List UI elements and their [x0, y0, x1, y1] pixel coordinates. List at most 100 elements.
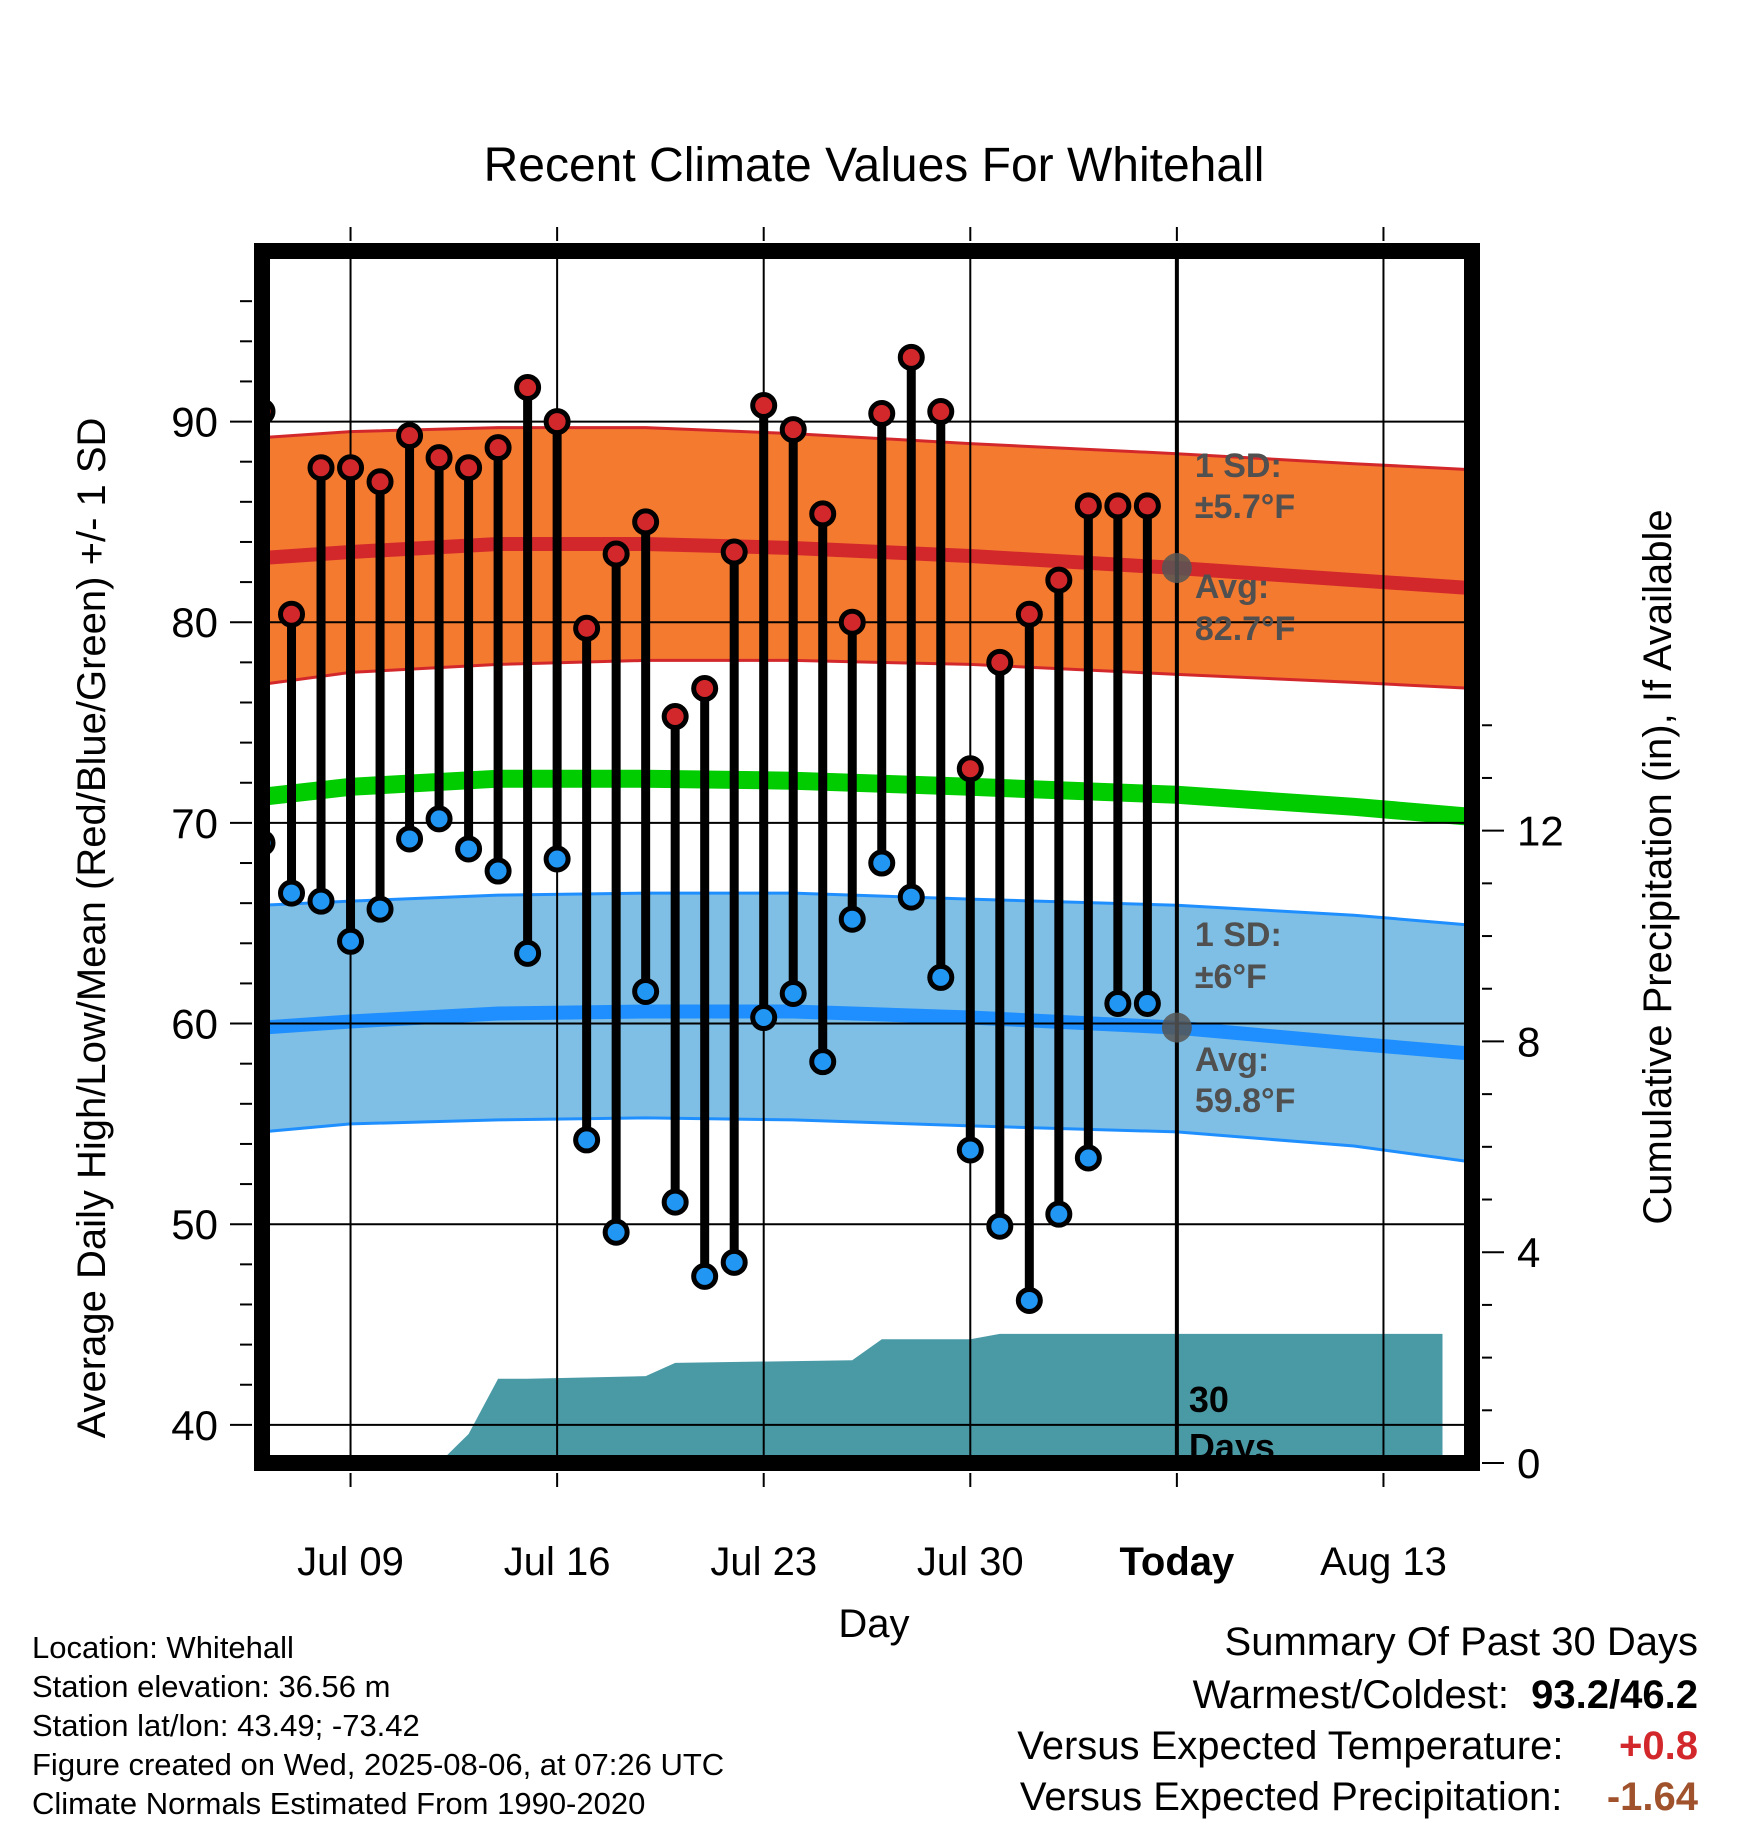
high-sd-annotation-value: ±5.7°F [1195, 488, 1295, 526]
daily-low-point [661, 1188, 689, 1216]
daily-high-point [484, 434, 512, 462]
high-avg-annotation-value: 82.7°F [1195, 610, 1296, 648]
normal-low-line [262, 1004, 1472, 1061]
daily-low-point [986, 1212, 1014, 1240]
daily-high-point [632, 508, 660, 536]
daily-high-point [396, 422, 424, 450]
low-avg-annotation-value: 59.8°F [1195, 1082, 1296, 1120]
daily-high-point [779, 416, 807, 444]
daily-low-point [691, 1262, 719, 1290]
daily-high-point [956, 755, 984, 783]
summary-precipitation: Versus Expected Precipitation: -1.64 [1020, 1775, 1698, 1820]
daily-low-point [779, 979, 807, 1007]
daily-low-point [602, 1218, 630, 1246]
footer-location: Location: Whitehall [32, 1630, 294, 1665]
daily-high-point [307, 454, 335, 482]
daily-high-point [1133, 492, 1161, 520]
x-tick-label: Aug 13 [1320, 1540, 1447, 1584]
y-tick-label: 70 [171, 800, 218, 847]
precip-window-label-number: 30 [1189, 1379, 1229, 1420]
daily-low-point [337, 927, 365, 955]
daily-low-point [1104, 989, 1132, 1017]
daily-low-point [838, 905, 866, 933]
footer-created: Figure created on Wed, 2025-08-06, at 07… [32, 1747, 725, 1782]
summary-warmest-coldest-value: 93.2/46.2 [1531, 1673, 1698, 1717]
summary-title: Summary Of Past 30 Days [1224, 1620, 1698, 1664]
low-sd-annotation-title: 1 SD: [1195, 916, 1282, 954]
daily-low-point [543, 845, 571, 873]
daily-high-point [661, 703, 689, 731]
daily-low-point [573, 1126, 601, 1154]
daily-high-point [838, 608, 866, 636]
daily-high-point [986, 648, 1014, 676]
daily-high-point [1015, 600, 1043, 628]
x-tick-label: Jul 16 [504, 1540, 611, 1584]
x-tick-label: Jul 30 [917, 1540, 1024, 1584]
chart-title: Recent Climate Values For Whitehall [484, 139, 1265, 192]
daily-low-point [1074, 1144, 1102, 1172]
daily-low-point [396, 825, 424, 853]
daily-high-point [455, 454, 483, 482]
daily-high-point [1045, 566, 1073, 594]
daily-high-point [278, 600, 306, 628]
footer-normals: Climate Normals Estimated From 1990-2020 [32, 1786, 646, 1821]
summary-temp-label: Versus Expected Temperature: [1017, 1724, 1564, 1768]
y-tick-label: 80 [171, 599, 218, 646]
daily-low-point [750, 1004, 778, 1032]
y2-axis-label: Cumulative Precipitation (in), If Availa… [1636, 509, 1680, 1224]
daily-high-point [543, 408, 571, 436]
footer-latlon: Station lat/lon: 43.49; -73.42 [32, 1708, 420, 1743]
y2-tick-label: 4 [1517, 1229, 1540, 1276]
plot-frame [254, 243, 1480, 1471]
daily-low-point [455, 835, 483, 863]
daily-high-point [1074, 492, 1102, 520]
daily-low-point [868, 849, 896, 877]
daily-low-point [927, 963, 955, 991]
daily-high-point [897, 343, 925, 371]
daily-high-point [337, 454, 365, 482]
summary-temperature: Versus Expected Temperature: +0.8 [1017, 1724, 1698, 1769]
daily-low-point [720, 1248, 748, 1276]
summary-warmest-coldest: Warmest/Coldest: 93.2/46.2 [1193, 1673, 1698, 1718]
y-tick-label: 40 [171, 1402, 218, 1449]
summary-precip-label: Versus Expected Precipitation: [1019, 1775, 1563, 1819]
daily-high-point [927, 398, 955, 426]
today-high-normal-marker [1161, 553, 1192, 584]
daily-high-point [691, 674, 719, 702]
daily-low-point [278, 879, 306, 907]
daily-high-point [366, 468, 394, 496]
x-tick-label: Today [1119, 1540, 1235, 1584]
daily-high-point [514, 373, 542, 401]
daily-low-point [425, 805, 453, 833]
daily-high-point [868, 400, 896, 428]
precip-area [350, 1333, 1443, 1463]
summary-temp-value: +0.8 [1619, 1724, 1698, 1768]
daily-low-point [1015, 1286, 1043, 1314]
low-sd-band [262, 893, 1472, 1162]
y-tick-label: 90 [171, 399, 218, 446]
daily-low-point [1133, 989, 1161, 1017]
daily-low-point [897, 883, 925, 911]
daily-low-point [484, 857, 512, 885]
x-tick-label: Jul 23 [710, 1540, 817, 1584]
footer-elevation: Station elevation: 36.56 m [32, 1669, 391, 1704]
daily-high-point [750, 392, 778, 420]
daily-low-point [809, 1048, 837, 1076]
daily-low-point [956, 1136, 984, 1164]
y-tick-label: 60 [171, 1001, 218, 1048]
daily-high-point [602, 540, 630, 568]
daily-low-point [632, 977, 660, 1005]
low-sd-annotation-value: ±6°F [1195, 958, 1267, 996]
y2-tick-label: 0 [1517, 1440, 1540, 1487]
high-avg-annotation-title: Avg: [1195, 568, 1269, 606]
daily-high-point [425, 444, 453, 472]
daily-low-point [366, 895, 394, 923]
daily-high-point [809, 500, 837, 528]
y-axis-label: Average Daily High/Low/Mean (Red/Blue/Gr… [70, 418, 114, 1439]
x-axis-label: Day [838, 1602, 909, 1646]
daily-high-point [1104, 492, 1132, 520]
daily-low-point [514, 939, 542, 967]
